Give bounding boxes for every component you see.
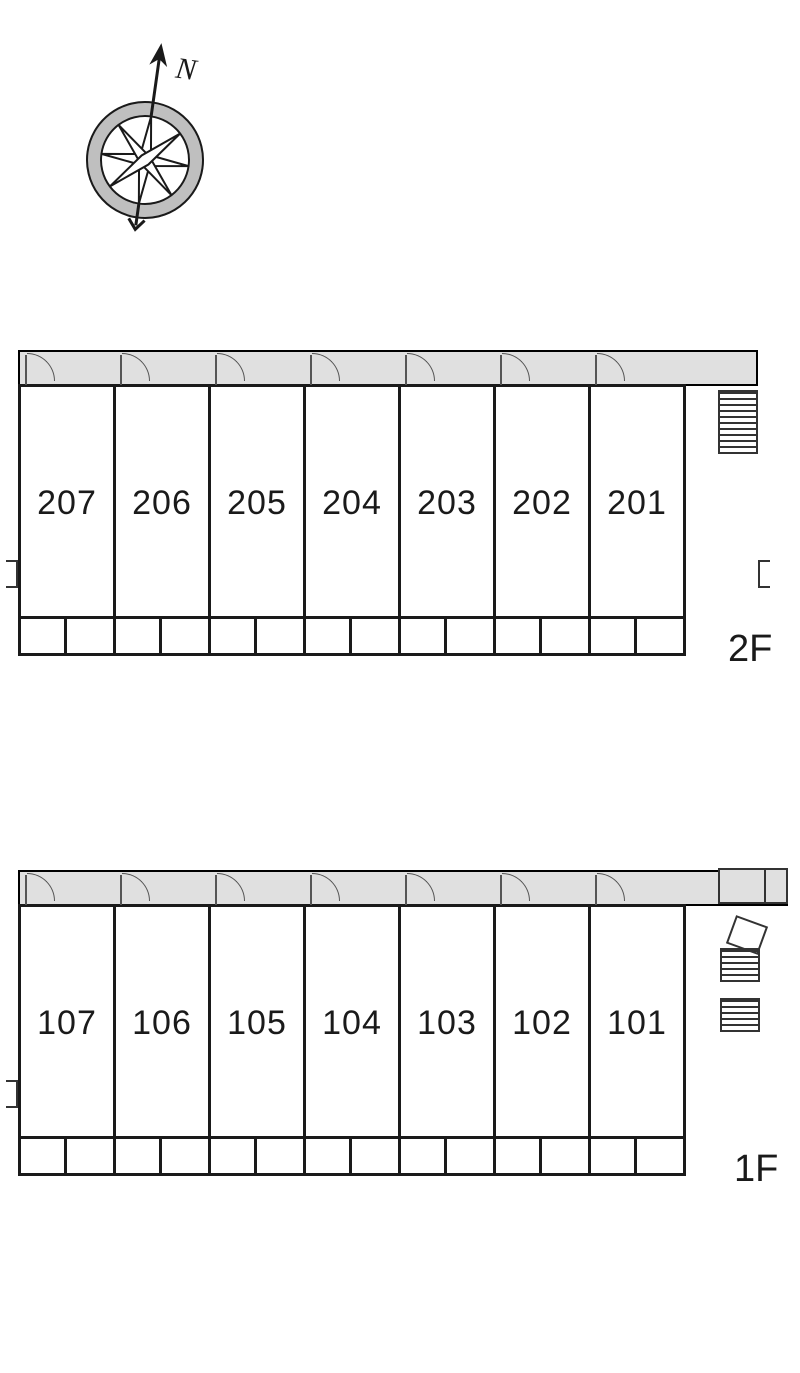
room: 105 — [208, 904, 306, 1139]
room-number: 106 — [132, 1004, 192, 1043]
compass-label: N — [173, 51, 200, 87]
room: 101 — [588, 904, 686, 1139]
room-number: 101 — [607, 1004, 667, 1043]
room: 202 — [493, 384, 591, 619]
room: 207 — [18, 384, 116, 619]
room-number: 205 — [227, 484, 287, 523]
room-number: 202 — [512, 484, 572, 523]
stairs-1f-lower — [720, 998, 760, 1032]
balcony — [303, 1136, 401, 1176]
room-number: 203 — [417, 484, 477, 523]
room-number: 104 — [322, 1004, 382, 1043]
room-number: 206 — [132, 484, 192, 523]
stair-landing-1f — [718, 870, 788, 1050]
room: 106 — [113, 904, 211, 1139]
balcony — [208, 1136, 306, 1176]
balcony — [588, 1136, 686, 1176]
room-number: 105 — [227, 1004, 287, 1043]
rooms-row-2f: 207 206 205 204 203 202 201 — [18, 384, 686, 619]
room: 103 — [398, 904, 496, 1139]
room-number: 207 — [37, 484, 97, 523]
room: 201 — [588, 384, 686, 619]
floor-label: 1F — [734, 1148, 778, 1191]
room-number: 103 — [417, 1004, 477, 1043]
rooms-row-1f: 107 106 105 104 103 102 101 — [18, 904, 686, 1139]
room-number: 204 — [322, 484, 382, 523]
room-number: 201 — [607, 484, 667, 523]
room: 206 — [113, 384, 211, 619]
floor-label: 2F — [728, 628, 772, 671]
balcony — [113, 1136, 211, 1176]
balcony — [398, 616, 496, 656]
side-notch — [6, 1080, 18, 1108]
balcony — [398, 1136, 496, 1176]
room: 203 — [398, 384, 496, 619]
compass-rose: N — [60, 30, 230, 245]
room-number: 107 — [37, 1004, 97, 1043]
balcony — [303, 616, 401, 656]
balcony — [18, 616, 116, 656]
balcony-row-2f — [18, 616, 686, 656]
room: 205 — [208, 384, 306, 619]
room: 204 — [303, 384, 401, 619]
balcony — [493, 616, 591, 656]
room: 102 — [493, 904, 591, 1139]
room: 107 — [18, 904, 116, 1139]
stairs-2f — [718, 390, 758, 454]
balcony — [18, 1136, 116, 1176]
balcony — [588, 616, 686, 656]
balcony-row-1f — [18, 1136, 686, 1176]
room: 104 — [303, 904, 401, 1139]
side-notch — [758, 560, 770, 588]
balcony — [113, 616, 211, 656]
room-number: 102 — [512, 1004, 572, 1043]
balcony — [493, 1136, 591, 1176]
side-notch — [6, 560, 18, 588]
balcony — [208, 616, 306, 656]
